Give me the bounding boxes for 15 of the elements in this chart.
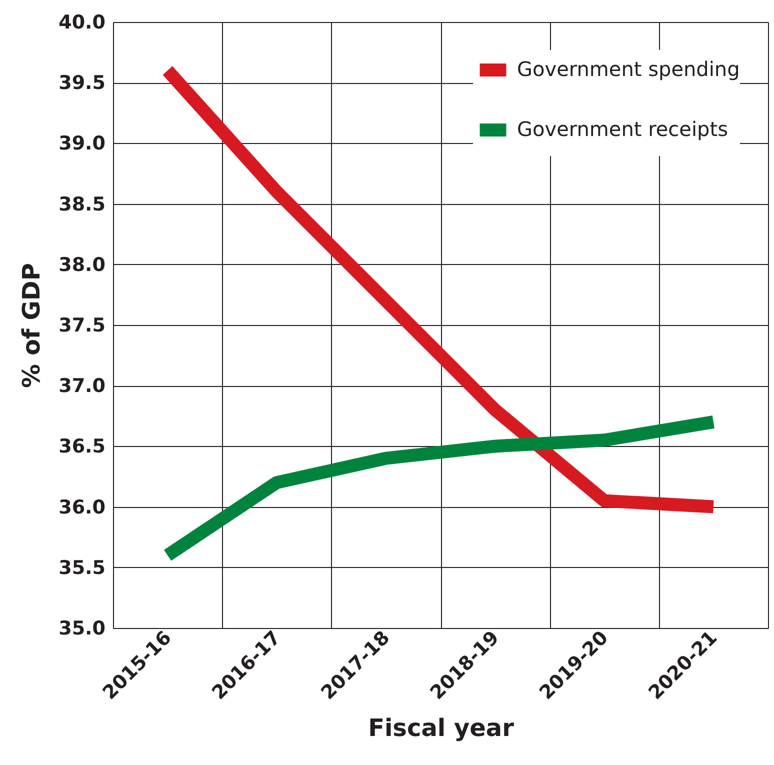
y-tick-label: 35.5 [58,556,106,579]
y-tick-label: 39.5 [58,72,106,94]
y-tick-label: 36.5 [58,436,106,458]
legend-label: Government spending [517,57,740,81]
y-tick-label: 35.0 [58,618,106,640]
y-tick-label: 37.5 [58,314,106,336]
legend-label: Government receipts [517,117,728,141]
y-tick-label: 39.0 [58,132,106,155]
y-tick-label: 37.0 [58,375,106,398]
y-tick-label: 38.0 [58,254,106,276]
y-tick-label: 38.5 [58,193,106,216]
x-axis-title: Fiscal year [368,714,514,742]
y-tick-label: 40.0 [58,12,106,34]
y-tick-label: 36.0 [58,496,106,518]
y-axis-title: % of GDP [18,263,46,388]
